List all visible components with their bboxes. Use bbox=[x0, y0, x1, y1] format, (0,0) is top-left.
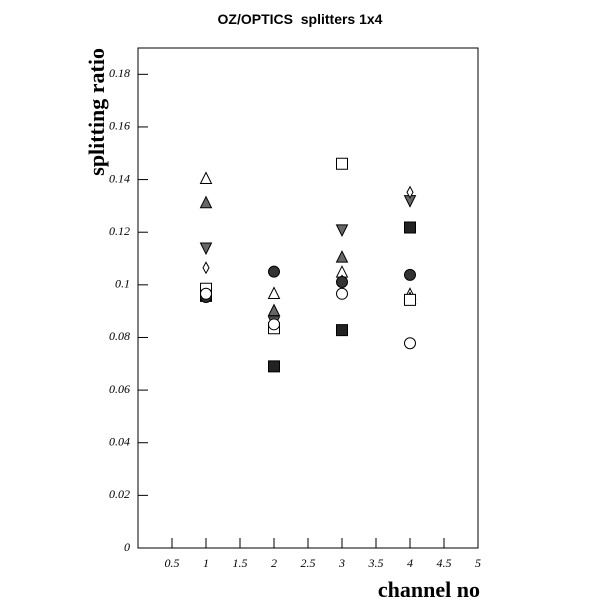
y-tick-label: 0.16 bbox=[109, 119, 130, 133]
x-tick-label: 0.5 bbox=[165, 556, 180, 570]
x-tick-label: 3.5 bbox=[368, 556, 384, 570]
marker bbox=[267, 318, 281, 331]
marker bbox=[335, 287, 349, 300]
marker bbox=[336, 324, 348, 337]
y-tick-label: 0.14 bbox=[109, 171, 130, 185]
y-tick-label: 0.18 bbox=[109, 66, 130, 80]
marker bbox=[267, 265, 281, 278]
y-tick-label: 0 bbox=[124, 540, 130, 554]
marker bbox=[406, 185, 414, 199]
x-tick-label: 3 bbox=[338, 556, 345, 570]
marker bbox=[199, 195, 213, 209]
x-tick-label: 5 bbox=[475, 556, 481, 570]
y-axis-label: splitting ratio bbox=[84, 48, 109, 176]
marker bbox=[199, 242, 213, 256]
y-tick-label: 0.04 bbox=[109, 434, 130, 448]
x-tick-label: 1.5 bbox=[233, 556, 248, 570]
marker bbox=[404, 221, 416, 234]
x-tick-label: 1 bbox=[203, 556, 209, 570]
marker bbox=[404, 293, 416, 306]
y-tick-label: 0.12 bbox=[109, 224, 130, 238]
marker bbox=[336, 157, 348, 170]
y-tick-label: 0.08 bbox=[109, 329, 130, 343]
marker bbox=[268, 360, 280, 373]
marker bbox=[403, 268, 417, 281]
x-axis-label: channel no bbox=[378, 577, 480, 600]
chart-title: OZ/OPTICS splitters 1x4 bbox=[218, 11, 383, 27]
x-tick-label: 2 bbox=[271, 556, 277, 570]
marker bbox=[335, 224, 349, 237]
x-tick-label: 2.5 bbox=[301, 556, 316, 570]
marker bbox=[335, 250, 349, 263]
marker bbox=[202, 261, 210, 275]
marker bbox=[199, 287, 213, 300]
y-tick-label: 0.02 bbox=[109, 487, 130, 501]
marker bbox=[335, 276, 349, 288]
marker bbox=[267, 286, 281, 299]
marker bbox=[403, 337, 417, 350]
marker bbox=[267, 303, 281, 317]
y-tick-label: 0.1 bbox=[115, 277, 130, 291]
y-tick-label: 0.06 bbox=[109, 382, 130, 396]
x-tick-label: 4.5 bbox=[437, 556, 452, 570]
marker bbox=[199, 171, 213, 184]
x-tick-label: 4 bbox=[407, 556, 413, 570]
